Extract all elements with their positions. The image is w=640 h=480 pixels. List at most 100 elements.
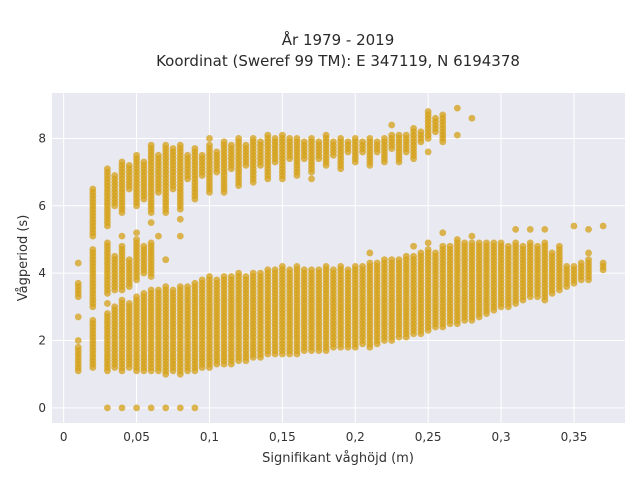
data-point xyxy=(74,337,82,344)
data-point xyxy=(118,242,126,250)
data-point xyxy=(104,300,111,307)
data-point xyxy=(402,131,410,139)
data-point xyxy=(133,229,140,237)
data-point xyxy=(74,259,82,267)
data-point xyxy=(599,222,607,230)
data-point xyxy=(140,289,148,297)
data-point xyxy=(89,185,97,193)
data-point xyxy=(176,404,184,412)
data-point xyxy=(74,313,82,321)
data-point xyxy=(475,239,483,247)
data-point xyxy=(497,239,505,247)
data-point xyxy=(242,141,250,149)
data-point xyxy=(89,316,97,324)
data-point xyxy=(315,266,323,274)
y-tick-label: 8 xyxy=(38,131,46,145)
data-point xyxy=(293,135,301,142)
data-point xyxy=(155,286,162,294)
data-point xyxy=(424,148,432,156)
data-point xyxy=(439,242,447,250)
data-point xyxy=(585,225,592,233)
chart-title-line-2: Koordinat (Sweref 99 TM): E 347119, N 61… xyxy=(156,52,520,70)
data-point xyxy=(388,256,396,264)
data-point xyxy=(104,404,111,412)
data-point xyxy=(198,151,206,159)
data-point xyxy=(264,131,272,139)
data-point xyxy=(585,249,592,257)
data-point xyxy=(599,259,607,267)
data-point xyxy=(410,242,417,250)
data-point xyxy=(89,246,97,253)
data-point xyxy=(337,135,345,142)
data-point xyxy=(417,249,425,257)
data-point xyxy=(235,135,243,142)
data-point xyxy=(111,252,119,260)
data-point xyxy=(351,263,359,270)
data-point xyxy=(585,256,592,264)
data-point xyxy=(439,111,447,119)
data-point xyxy=(395,256,403,264)
data-point xyxy=(235,269,243,277)
data-point xyxy=(453,104,461,112)
data-point xyxy=(410,124,417,132)
data-point xyxy=(373,138,381,146)
data-point xyxy=(468,239,476,247)
chart-title-line-1: År 1979 - 2019 xyxy=(282,30,395,49)
data-point xyxy=(468,114,476,122)
data-point xyxy=(213,276,221,284)
data-point xyxy=(541,239,549,247)
data-point xyxy=(577,259,585,267)
data-point xyxy=(468,232,476,240)
data-point xyxy=(111,172,119,179)
data-point xyxy=(366,249,374,257)
data-point xyxy=(308,266,315,274)
data-point xyxy=(191,145,199,152)
data-point xyxy=(483,239,490,247)
data-points xyxy=(74,104,607,412)
data-point xyxy=(351,135,359,142)
data-point xyxy=(446,242,454,250)
data-point xyxy=(206,141,213,149)
data-point xyxy=(417,128,425,136)
data-point xyxy=(359,263,366,270)
data-point xyxy=(286,135,294,142)
data-point xyxy=(286,266,294,274)
data-point xyxy=(169,145,177,152)
data-point xyxy=(191,404,199,412)
data-point xyxy=(140,158,148,166)
data-point xyxy=(125,300,133,307)
data-point xyxy=(111,303,119,311)
data-point xyxy=(300,138,308,146)
data-point xyxy=(118,404,126,412)
data-point xyxy=(322,263,330,270)
x-tick-label: 0 xyxy=(60,430,68,444)
data-point xyxy=(176,215,184,223)
data-point xyxy=(147,141,155,149)
data-point xyxy=(308,135,315,142)
data-point xyxy=(184,151,191,159)
data-point xyxy=(147,286,155,294)
data-point xyxy=(570,263,578,270)
data-point xyxy=(534,242,541,250)
data-point xyxy=(133,236,140,243)
data-point xyxy=(344,266,352,274)
data-point xyxy=(461,239,469,247)
data-point xyxy=(198,276,206,284)
data-point xyxy=(220,138,228,146)
data-point xyxy=(162,256,170,264)
y-axis-title: Vågperiod (s) xyxy=(16,215,31,302)
data-point xyxy=(133,404,140,412)
data-point xyxy=(140,242,148,250)
data-point xyxy=(162,404,170,412)
data-point xyxy=(526,239,534,247)
data-point xyxy=(388,121,396,129)
y-tick-label: 2 xyxy=(38,334,46,348)
data-point xyxy=(424,246,432,253)
data-point xyxy=(147,404,155,412)
data-point xyxy=(329,266,337,274)
data-point xyxy=(439,229,447,237)
data-point xyxy=(220,273,228,280)
data-point xyxy=(271,135,279,142)
data-point xyxy=(169,286,177,294)
